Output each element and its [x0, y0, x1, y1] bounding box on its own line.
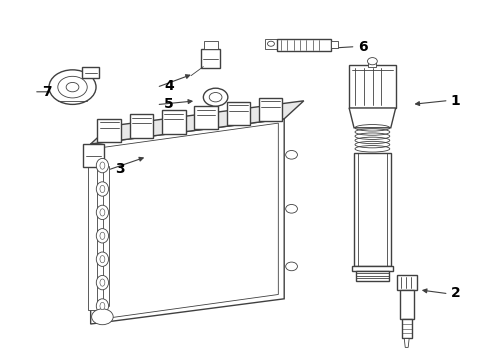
Polygon shape — [82, 67, 99, 78]
Bar — [368, 60, 376, 67]
Text: 3: 3 — [115, 162, 125, 176]
Ellipse shape — [97, 252, 109, 266]
Circle shape — [286, 262, 297, 271]
Ellipse shape — [97, 229, 109, 243]
Polygon shape — [349, 65, 396, 108]
Ellipse shape — [97, 182, 109, 196]
Polygon shape — [265, 39, 277, 49]
Polygon shape — [91, 119, 284, 324]
Polygon shape — [277, 39, 331, 51]
Ellipse shape — [100, 302, 105, 310]
Circle shape — [66, 82, 79, 92]
Text: 6: 6 — [358, 40, 368, 54]
Text: 4: 4 — [164, 80, 174, 93]
Bar — [402, 319, 412, 338]
Polygon shape — [331, 41, 338, 48]
Polygon shape — [88, 158, 103, 310]
Polygon shape — [91, 101, 304, 144]
Bar — [201, 49, 220, 68]
Polygon shape — [226, 102, 250, 125]
Circle shape — [58, 76, 87, 98]
Ellipse shape — [100, 209, 105, 216]
Circle shape — [268, 41, 274, 46]
Text: 5: 5 — [164, 98, 174, 111]
Text: 1: 1 — [451, 94, 461, 108]
Ellipse shape — [100, 185, 105, 193]
Polygon shape — [354, 153, 391, 266]
Ellipse shape — [97, 275, 109, 290]
Ellipse shape — [100, 162, 105, 169]
Ellipse shape — [97, 299, 109, 313]
Circle shape — [286, 150, 297, 159]
Polygon shape — [356, 271, 389, 281]
Ellipse shape — [97, 158, 109, 173]
Polygon shape — [400, 290, 414, 319]
Polygon shape — [259, 98, 282, 121]
Bar — [397, 275, 416, 290]
Polygon shape — [162, 110, 186, 134]
Circle shape — [49, 70, 96, 104]
Polygon shape — [349, 108, 396, 128]
Ellipse shape — [100, 232, 105, 239]
Ellipse shape — [100, 279, 105, 286]
Polygon shape — [83, 144, 104, 167]
Polygon shape — [352, 266, 393, 271]
Polygon shape — [404, 338, 409, 347]
Text: 2: 2 — [451, 287, 461, 300]
Circle shape — [203, 88, 228, 106]
Polygon shape — [194, 106, 218, 129]
Polygon shape — [97, 123, 278, 320]
Bar — [204, 41, 218, 49]
Circle shape — [368, 58, 377, 65]
Polygon shape — [98, 118, 121, 142]
Circle shape — [209, 93, 222, 102]
Polygon shape — [130, 114, 153, 138]
Ellipse shape — [97, 205, 109, 220]
Circle shape — [92, 309, 113, 325]
Circle shape — [286, 204, 297, 213]
Text: 7: 7 — [42, 85, 51, 99]
Ellipse shape — [100, 256, 105, 263]
